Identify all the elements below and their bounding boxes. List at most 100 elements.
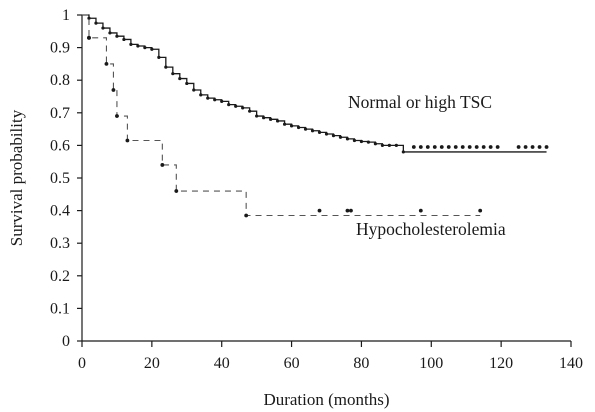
- survival-curve-normal-or-high-tsc: [82, 14, 547, 153]
- censor-mark: [425, 145, 430, 149]
- censor-mark: [523, 145, 528, 149]
- censor-mark: [380, 143, 384, 147]
- censor-mark: [234, 104, 238, 108]
- y-tick-label: 0.8: [50, 72, 70, 89]
- censor-mark: [125, 138, 130, 143]
- censor-mark: [157, 55, 161, 59]
- censor-mark: [129, 42, 133, 46]
- censor-mark: [345, 208, 350, 213]
- x-tick-label: 100: [419, 355, 443, 372]
- x-tick-label: 60: [284, 355, 300, 372]
- censor-mark: [331, 134, 336, 138]
- y-tick-label: 0.1: [50, 300, 70, 317]
- censor-mark: [227, 103, 231, 107]
- censor-mark: [276, 119, 280, 123]
- censor-mark: [439, 145, 444, 149]
- y-tick-label: 0.5: [50, 170, 70, 187]
- censor-mark: [185, 81, 189, 86]
- censor-mark: [481, 145, 486, 149]
- censor-mark: [248, 109, 252, 113]
- censor-mark: [160, 163, 165, 167]
- censor-mark: [94, 21, 98, 25]
- censor-mark: [164, 65, 168, 69]
- x-tick-label: 140: [559, 355, 583, 372]
- censor-mark: [324, 132, 329, 136]
- censor-mark: [150, 47, 154, 51]
- series-normal-or-high-tsc: [82, 14, 549, 154]
- censor-mark: [418, 208, 423, 213]
- censor-mark: [262, 116, 266, 120]
- censor-mark: [101, 26, 105, 30]
- censor-mark: [192, 88, 196, 92]
- censor-mark: [220, 99, 224, 103]
- censor-mark: [401, 150, 405, 154]
- censor-mark: [373, 142, 377, 146]
- censor-mark: [303, 127, 308, 131]
- censor-mark: [467, 145, 472, 149]
- censor-mark: [453, 145, 458, 149]
- axes: 0 0.1 0.2 0.3 0.4 0.5 0.6 0.7 0.8 0.9 1 0 20 40 60 80 1…: [50, 7, 583, 372]
- censor-mark: [317, 208, 322, 213]
- censor-mark: [488, 145, 493, 149]
- x-tick-label: 40: [214, 355, 230, 372]
- censor-mark: [418, 145, 423, 149]
- censor-mark: [143, 46, 147, 50]
- censor-mark: [199, 93, 203, 97]
- censor-mark: [122, 37, 126, 42]
- censor-mark: [366, 140, 371, 144]
- censor-mark: [241, 106, 245, 110]
- y-tick-label: 0.4: [50, 203, 70, 220]
- censor-mark: [359, 139, 364, 144]
- censor-mark: [87, 35, 91, 40]
- censor-mark: [255, 114, 259, 118]
- censor-mark: [115, 114, 119, 118]
- censor-mark: [394, 143, 398, 147]
- censor-mark: [537, 145, 542, 149]
- censor-mark: [317, 130, 322, 134]
- y-tick-label: 0.9: [50, 40, 70, 57]
- series-label-hypocholesterolemia: Hypocholesterolemia: [356, 219, 506, 239]
- censor-mark: [244, 213, 249, 218]
- censor-mark: [411, 145, 416, 149]
- x-axis-title: Duration (months): [263, 390, 389, 409]
- survival-curve-hypocholesterolemia: [82, 14, 481, 217]
- censor-mark: [111, 88, 116, 92]
- censor-mark: [544, 145, 549, 149]
- censor-mark: [338, 135, 343, 139]
- censor-mark: [282, 122, 287, 126]
- censor-mark: [136, 44, 140, 48]
- censor-mark: [174, 189, 179, 193]
- censor-mark: [387, 143, 391, 147]
- series-label-normal-or-high-tsc: Normal or high TSC: [348, 92, 492, 112]
- y-axis-title: Survival probability: [7, 109, 26, 246]
- y-tick-label: 0.3: [50, 235, 70, 252]
- censor-mark: [474, 145, 479, 149]
- x-tick-label: 0: [78, 355, 86, 372]
- censor-mark: [178, 76, 182, 81]
- censor-mark: [310, 129, 315, 133]
- censor-mark: [213, 98, 217, 102]
- censor-mark: [495, 145, 500, 149]
- censor-mark: [478, 208, 483, 213]
- x-tick-label: 20: [144, 355, 160, 372]
- y-ticks: 0 0.1 0.2 0.3 0.4 0.5 0.6 0.7 0.8 0.9 1: [50, 7, 82, 350]
- censor-mark: [108, 31, 112, 35]
- censor-mark: [432, 145, 437, 149]
- censor-mark: [352, 138, 357, 143]
- censor-mark: [206, 96, 210, 100]
- y-tick-label: 0.6: [50, 137, 70, 154]
- censor-mark: [349, 208, 353, 213]
- censor-mark: [446, 145, 451, 149]
- censor-mark: [516, 145, 521, 149]
- series-hypocholesterolemia: [82, 14, 483, 218]
- censor-mark: [171, 72, 175, 76]
- censor-mark: [530, 145, 535, 149]
- y-tick-label: 0.2: [50, 268, 70, 285]
- y-tick-label: 0.7: [50, 105, 70, 122]
- y-tick-label: 0: [62, 333, 70, 350]
- censor-mark: [269, 117, 273, 121]
- censor-mark: [289, 124, 294, 128]
- censor-mark: [87, 16, 91, 20]
